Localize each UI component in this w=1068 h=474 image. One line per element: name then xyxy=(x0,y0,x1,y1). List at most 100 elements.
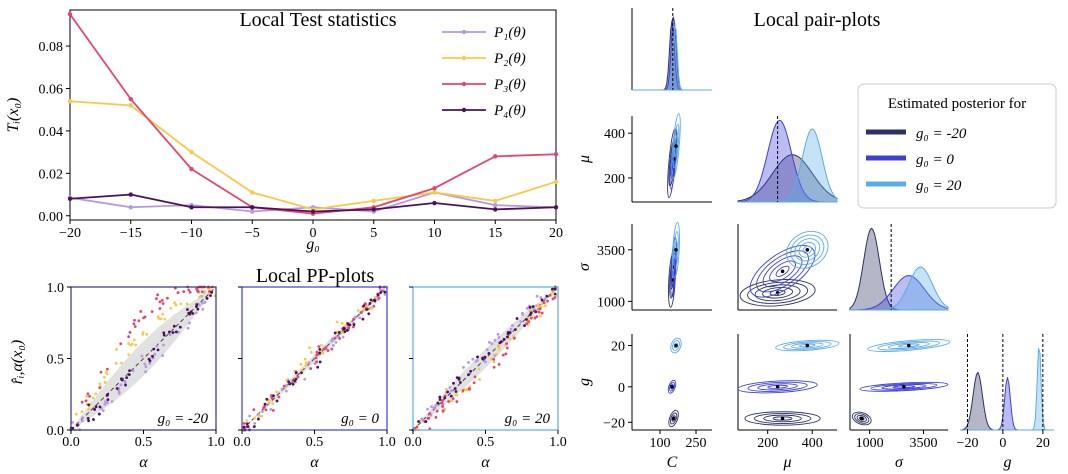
data-point xyxy=(67,99,73,104)
pp-point xyxy=(195,305,198,309)
pp-point xyxy=(129,343,133,347)
pp-point xyxy=(125,376,129,380)
panel-label: g₀ = 0 xyxy=(341,411,379,427)
legend-label: g₀ = 20 xyxy=(916,178,962,194)
pp-point xyxy=(497,336,501,339)
pp-point xyxy=(326,349,330,352)
x-axis-label: μ xyxy=(782,454,791,471)
contour xyxy=(669,412,678,425)
density-3 xyxy=(850,266,949,311)
pp-point xyxy=(462,366,465,369)
pp-point xyxy=(432,406,436,410)
y-axis-label: σ xyxy=(576,262,593,271)
pp-point xyxy=(540,298,544,302)
pp-point xyxy=(284,389,288,393)
contour xyxy=(887,342,930,349)
pp-point xyxy=(253,422,257,425)
contour xyxy=(747,381,808,392)
data-point xyxy=(128,96,133,102)
pp-point xyxy=(245,419,249,422)
pp-point xyxy=(451,397,455,400)
pp-point xyxy=(314,356,318,360)
pp-point xyxy=(246,425,250,429)
pp-point xyxy=(553,287,557,291)
pp-point xyxy=(318,360,322,364)
contour xyxy=(749,245,816,298)
contour xyxy=(739,279,816,307)
contour xyxy=(798,241,817,258)
pp-point xyxy=(267,398,271,402)
pp-point xyxy=(447,400,451,403)
legend-label: P₄(θ) xyxy=(493,103,526,119)
pp-point xyxy=(102,375,106,379)
true-value-point xyxy=(671,416,676,421)
pp-point xyxy=(501,353,505,357)
pp-point xyxy=(196,290,200,293)
pp-point xyxy=(123,381,127,385)
pp-point xyxy=(315,360,319,364)
x-tick-label: −10 xyxy=(181,226,203,241)
pp-point xyxy=(502,337,506,341)
pp-point xyxy=(430,405,433,409)
pp-point xyxy=(80,419,84,423)
pp-point xyxy=(477,367,481,371)
pp-point xyxy=(150,310,154,314)
pp-point xyxy=(449,389,453,393)
pp-point xyxy=(359,311,363,314)
pp-point xyxy=(285,383,289,387)
y-tick-label: 0.5 xyxy=(47,353,65,368)
pp-point xyxy=(191,312,195,315)
pp-point xyxy=(505,346,509,350)
pp-point xyxy=(372,304,376,308)
x-tick-label: 10 xyxy=(428,226,442,241)
legend-title: Estimated posterior for xyxy=(888,96,1026,112)
x-tick-label: 20 xyxy=(1036,436,1050,451)
chart-title: Local Test statistics xyxy=(239,9,396,31)
pp-point xyxy=(253,416,256,420)
pp-point xyxy=(542,301,546,305)
pp-point xyxy=(504,352,508,356)
true-value-point xyxy=(907,343,911,348)
data-point xyxy=(128,103,133,108)
pp-point xyxy=(441,405,445,408)
data-point xyxy=(250,205,255,210)
pp-point xyxy=(163,317,167,321)
x-tick-label: 200 xyxy=(757,436,778,451)
pp-point xyxy=(531,305,535,308)
contour xyxy=(802,245,812,254)
contour xyxy=(856,414,867,423)
pp-point xyxy=(171,331,175,335)
pp-point xyxy=(137,319,141,323)
pp-point xyxy=(490,342,494,346)
pp-point xyxy=(132,322,136,326)
pp-point xyxy=(103,381,107,384)
pp-point xyxy=(536,304,540,308)
pp-point xyxy=(444,387,448,391)
pp-point xyxy=(435,409,439,413)
pp-point xyxy=(497,346,501,350)
pp-point xyxy=(162,333,166,337)
y-tick-label: 20 xyxy=(611,340,625,355)
pp-point xyxy=(535,315,539,318)
pp-point xyxy=(104,400,107,403)
x-axis-label: α xyxy=(310,454,319,471)
y-tick-label: 1.0 xyxy=(47,281,65,296)
x-tick-label: 1000 xyxy=(856,436,884,451)
contour xyxy=(667,379,677,394)
pp-point xyxy=(209,294,212,297)
pp-point xyxy=(383,292,387,296)
pp-point xyxy=(98,386,102,390)
pp-point xyxy=(291,382,295,386)
data-point xyxy=(67,12,73,17)
pp-point xyxy=(331,337,334,341)
pp-point xyxy=(454,393,458,397)
data-point xyxy=(128,205,133,210)
pp-point xyxy=(114,361,118,365)
pp-point xyxy=(203,290,207,293)
pp-point xyxy=(515,317,519,320)
pp-point xyxy=(145,332,149,336)
pp-point xyxy=(103,402,107,406)
pp-point xyxy=(168,333,172,337)
pp-point xyxy=(269,394,273,398)
